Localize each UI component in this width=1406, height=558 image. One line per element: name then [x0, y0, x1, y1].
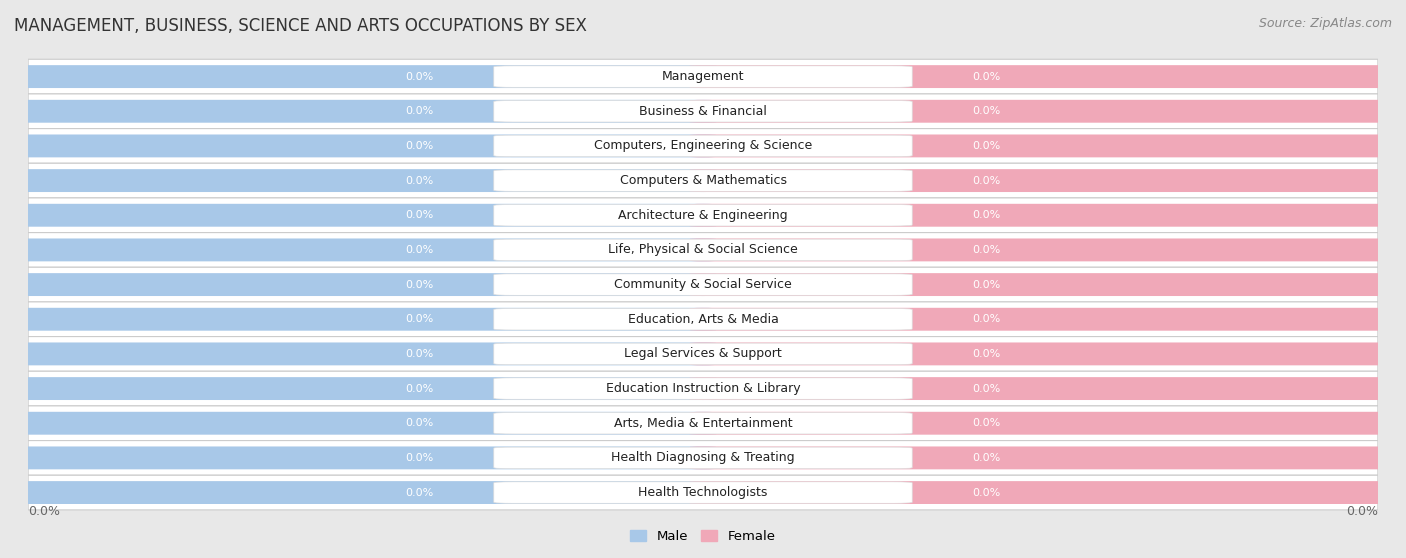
Text: 0.0%: 0.0%	[973, 314, 1001, 324]
Text: 0.0%: 0.0%	[973, 488, 1001, 498]
FancyBboxPatch shape	[28, 198, 1378, 233]
FancyBboxPatch shape	[689, 343, 1392, 365]
FancyBboxPatch shape	[14, 100, 717, 123]
FancyBboxPatch shape	[689, 412, 1392, 435]
Text: 0.0%: 0.0%	[405, 488, 433, 498]
Text: Health Diagnosing & Treating: Health Diagnosing & Treating	[612, 451, 794, 464]
FancyBboxPatch shape	[14, 134, 717, 157]
Text: 0.0%: 0.0%	[405, 453, 433, 463]
Text: 0.0%: 0.0%	[405, 141, 433, 151]
Text: 0.0%: 0.0%	[405, 349, 433, 359]
FancyBboxPatch shape	[494, 170, 912, 191]
FancyBboxPatch shape	[689, 446, 1392, 469]
FancyBboxPatch shape	[689, 377, 1392, 400]
Text: 0.0%: 0.0%	[973, 453, 1001, 463]
FancyBboxPatch shape	[494, 66, 912, 88]
Text: 0.0%: 0.0%	[973, 280, 1001, 290]
Text: Computers, Engineering & Science: Computers, Engineering & Science	[593, 140, 813, 152]
Text: Management: Management	[662, 70, 744, 83]
FancyBboxPatch shape	[28, 336, 1378, 371]
Text: Community & Social Service: Community & Social Service	[614, 278, 792, 291]
FancyBboxPatch shape	[494, 378, 912, 400]
FancyBboxPatch shape	[28, 475, 1378, 510]
Text: 0.0%: 0.0%	[973, 176, 1001, 186]
FancyBboxPatch shape	[28, 94, 1378, 128]
FancyBboxPatch shape	[28, 441, 1378, 475]
FancyBboxPatch shape	[494, 447, 912, 469]
FancyBboxPatch shape	[28, 163, 1378, 198]
Text: Business & Financial: Business & Financial	[640, 105, 766, 118]
Text: Legal Services & Support: Legal Services & Support	[624, 348, 782, 360]
FancyBboxPatch shape	[28, 59, 1378, 94]
FancyBboxPatch shape	[14, 169, 717, 192]
Text: 0.0%: 0.0%	[405, 176, 433, 186]
Text: 0.0%: 0.0%	[973, 349, 1001, 359]
Text: 0.0%: 0.0%	[973, 106, 1001, 116]
FancyBboxPatch shape	[14, 481, 717, 504]
Text: 0.0%: 0.0%	[973, 245, 1001, 255]
FancyBboxPatch shape	[494, 309, 912, 330]
FancyBboxPatch shape	[14, 273, 717, 296]
FancyBboxPatch shape	[14, 238, 717, 261]
FancyBboxPatch shape	[14, 308, 717, 331]
FancyBboxPatch shape	[28, 128, 1378, 163]
Text: 0.0%: 0.0%	[1346, 505, 1378, 518]
Text: 0.0%: 0.0%	[973, 383, 1001, 393]
FancyBboxPatch shape	[28, 406, 1378, 441]
FancyBboxPatch shape	[14, 343, 717, 365]
Text: Architecture & Engineering: Architecture & Engineering	[619, 209, 787, 222]
FancyBboxPatch shape	[14, 446, 717, 469]
FancyBboxPatch shape	[28, 233, 1378, 267]
FancyBboxPatch shape	[689, 134, 1392, 157]
FancyBboxPatch shape	[14, 204, 717, 227]
Text: Life, Physical & Social Science: Life, Physical & Social Science	[609, 243, 797, 257]
Text: 0.0%: 0.0%	[28, 505, 60, 518]
FancyBboxPatch shape	[494, 135, 912, 157]
Text: Computers & Mathematics: Computers & Mathematics	[620, 174, 786, 187]
Text: 0.0%: 0.0%	[405, 106, 433, 116]
FancyBboxPatch shape	[28, 302, 1378, 336]
FancyBboxPatch shape	[494, 274, 912, 295]
Text: Education, Arts & Media: Education, Arts & Media	[627, 312, 779, 326]
FancyBboxPatch shape	[494, 239, 912, 261]
Text: 0.0%: 0.0%	[405, 280, 433, 290]
Text: 0.0%: 0.0%	[405, 210, 433, 220]
FancyBboxPatch shape	[14, 412, 717, 435]
Text: 0.0%: 0.0%	[973, 418, 1001, 428]
Text: Source: ZipAtlas.com: Source: ZipAtlas.com	[1258, 17, 1392, 30]
Text: 0.0%: 0.0%	[405, 71, 433, 81]
Text: Health Technologists: Health Technologists	[638, 486, 768, 499]
FancyBboxPatch shape	[494, 100, 912, 122]
FancyBboxPatch shape	[689, 65, 1392, 88]
Text: 0.0%: 0.0%	[405, 383, 433, 393]
Text: 0.0%: 0.0%	[405, 245, 433, 255]
Text: MANAGEMENT, BUSINESS, SCIENCE AND ARTS OCCUPATIONS BY SEX: MANAGEMENT, BUSINESS, SCIENCE AND ARTS O…	[14, 17, 586, 35]
Text: 0.0%: 0.0%	[973, 210, 1001, 220]
FancyBboxPatch shape	[28, 267, 1378, 302]
Text: Education Instruction & Library: Education Instruction & Library	[606, 382, 800, 395]
Text: 0.0%: 0.0%	[973, 141, 1001, 151]
FancyBboxPatch shape	[689, 169, 1392, 192]
FancyBboxPatch shape	[494, 482, 912, 503]
Legend: Male, Female: Male, Female	[626, 525, 780, 548]
FancyBboxPatch shape	[494, 412, 912, 434]
FancyBboxPatch shape	[689, 204, 1392, 227]
FancyBboxPatch shape	[689, 100, 1392, 123]
FancyBboxPatch shape	[689, 238, 1392, 261]
FancyBboxPatch shape	[28, 371, 1378, 406]
Text: Arts, Media & Entertainment: Arts, Media & Entertainment	[613, 417, 793, 430]
Text: 0.0%: 0.0%	[405, 418, 433, 428]
FancyBboxPatch shape	[494, 343, 912, 365]
FancyBboxPatch shape	[14, 65, 717, 88]
FancyBboxPatch shape	[689, 308, 1392, 331]
FancyBboxPatch shape	[689, 273, 1392, 296]
Text: 0.0%: 0.0%	[405, 314, 433, 324]
Text: 0.0%: 0.0%	[973, 71, 1001, 81]
FancyBboxPatch shape	[14, 377, 717, 400]
FancyBboxPatch shape	[689, 481, 1392, 504]
FancyBboxPatch shape	[494, 205, 912, 226]
